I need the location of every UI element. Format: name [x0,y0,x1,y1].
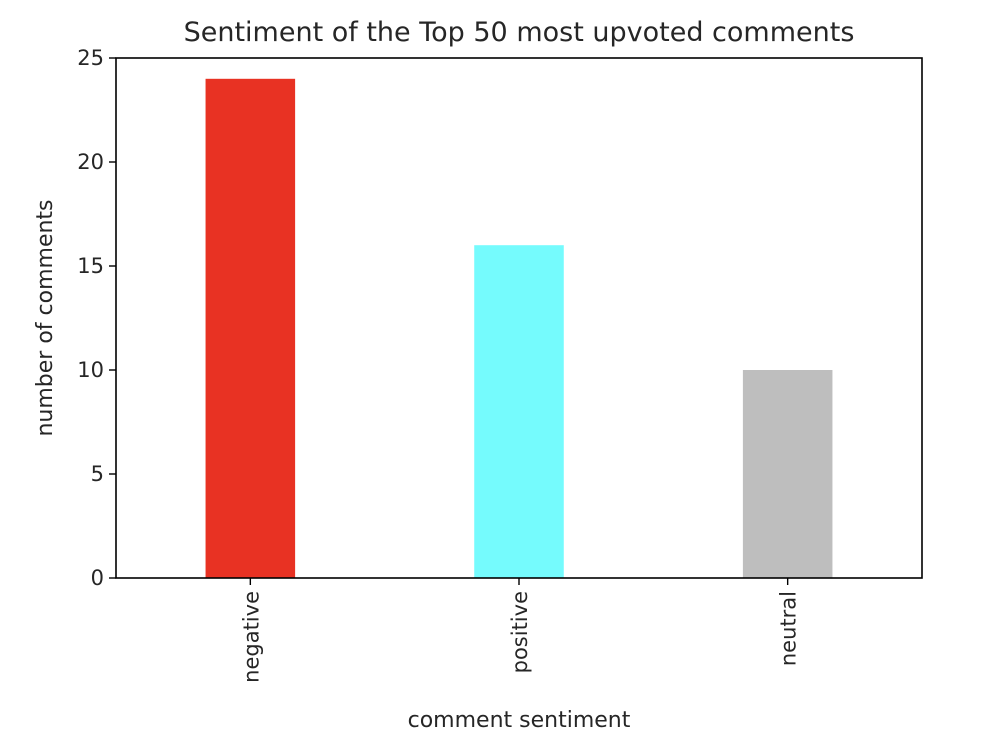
bar-negative [205,78,296,579]
y-tick-label: 25 [77,46,104,70]
bar-positive [474,245,564,578]
y-tick-label: 10 [77,358,104,382]
y-tick-label: 15 [77,254,104,278]
bars-group [205,78,833,579]
chart-title: Sentiment of the Top 50 most upvoted com… [184,17,855,48]
y-axis: 0 5 10 15 20 25 [77,46,116,590]
y-axis-label: number of comments [33,199,58,436]
x-tick-label: negative [239,591,263,683]
x-tick-label: positive [508,591,532,673]
y-tick-label: 20 [77,150,104,174]
bar-neutral [742,370,833,578]
y-tick-label: 0 [91,566,104,590]
x-axis: negative positive neutral [239,578,801,683]
x-tick-label: neutral [777,591,801,666]
plot-frame [115,57,923,579]
y-tick-label: 5 [91,462,104,486]
x-axis-label: comment sentiment [408,708,631,733]
